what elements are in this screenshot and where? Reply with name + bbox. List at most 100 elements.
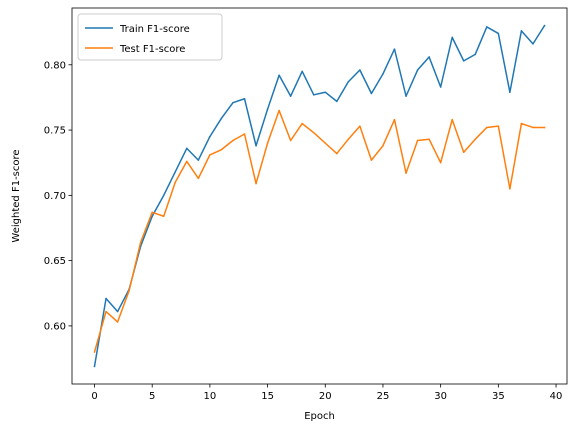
data-point-test bbox=[393, 118, 396, 121]
x-tick-label: 0 bbox=[91, 391, 97, 402]
data-point-train bbox=[543, 24, 546, 27]
axes-frame bbox=[71, 7, 568, 385]
data-point-train bbox=[486, 26, 488, 28]
data-point-train bbox=[324, 91, 327, 93]
data-point-test bbox=[243, 133, 246, 135]
data-point-test bbox=[359, 125, 361, 127]
data-point-test bbox=[520, 122, 523, 125]
data-point-test bbox=[232, 139, 234, 142]
data-point-train bbox=[336, 100, 338, 103]
data-point-test bbox=[543, 126, 546, 129]
data-point-test bbox=[266, 142, 269, 144]
data-point-test bbox=[428, 138, 430, 140]
x-tick-label: 20 bbox=[319, 391, 332, 402]
plot-area bbox=[71, 7, 568, 385]
y-tick-label: 0.75 bbox=[44, 126, 66, 137]
data-point-test bbox=[301, 122, 303, 125]
data-point-train bbox=[520, 30, 523, 32]
data-point-test bbox=[474, 138, 477, 140]
data-point-train bbox=[312, 94, 315, 96]
data-point-train bbox=[116, 310, 119, 313]
data-point-train bbox=[347, 81, 350, 83]
data-point-test bbox=[532, 126, 534, 129]
data-point-test bbox=[382, 144, 384, 147]
data-point-test bbox=[509, 188, 511, 190]
x-tick-label: 15 bbox=[261, 391, 274, 402]
legend-label-test: Test F1-score bbox=[119, 44, 185, 55]
data-point-train bbox=[439, 86, 442, 88]
data-point-test bbox=[405, 172, 407, 174]
data-point-test bbox=[336, 152, 338, 155]
data-point-test bbox=[209, 154, 211, 156]
data-point-train bbox=[232, 101, 234, 104]
legend-box bbox=[77, 13, 223, 61]
data-point-train bbox=[162, 194, 165, 197]
data-point-test bbox=[186, 160, 188, 163]
data-point-train bbox=[209, 135, 211, 138]
data-point-test bbox=[278, 109, 280, 112]
data-point-test bbox=[220, 148, 223, 151]
data-point-test bbox=[139, 241, 142, 244]
axes-background bbox=[72, 8, 567, 384]
data-point-train bbox=[197, 159, 200, 161]
data-point-train bbox=[255, 144, 257, 147]
x-tick-label: 40 bbox=[550, 391, 563, 402]
data-point-test bbox=[93, 351, 96, 353]
data-point-train bbox=[451, 36, 453, 39]
data-point-test bbox=[462, 151, 465, 154]
y-axis-label: Weighted F1-score bbox=[11, 149, 22, 242]
data-point-train bbox=[393, 48, 396, 50]
series-line-train bbox=[93, 24, 546, 368]
data-point-train bbox=[405, 95, 407, 97]
data-point-test bbox=[255, 182, 257, 185]
legend: Train F1-score Test F1-score bbox=[77, 13, 223, 61]
data-point-train bbox=[532, 43, 534, 45]
x-tick-label: 35 bbox=[492, 391, 505, 402]
data-point-train bbox=[428, 56, 430, 58]
data-point-test bbox=[497, 125, 500, 127]
data-point-train bbox=[174, 171, 177, 173]
legend-label-train: Train F1-score bbox=[119, 24, 190, 35]
x-axis-label: Epoch bbox=[304, 411, 335, 422]
data-point-test bbox=[347, 138, 350, 140]
data-point-train bbox=[289, 95, 292, 97]
x-tick-label: 5 bbox=[149, 391, 155, 402]
data-point-test bbox=[439, 161, 442, 164]
data-point-test bbox=[324, 142, 327, 144]
data-point-train bbox=[220, 117, 223, 120]
data-point-test bbox=[162, 215, 165, 217]
data-point-train bbox=[243, 97, 246, 100]
data-point-test bbox=[312, 131, 315, 134]
data-point-train bbox=[186, 147, 188, 150]
data-point-test bbox=[197, 177, 200, 180]
data-point-train bbox=[474, 53, 477, 56]
data-point-test bbox=[416, 139, 419, 142]
data-point-train bbox=[93, 365, 96, 368]
data-point-train bbox=[266, 108, 269, 110]
data-point-test bbox=[105, 310, 107, 313]
data-point-train bbox=[462, 60, 465, 62]
x-axis-ticks: 0 5 10 15 20 25 30 35 40 bbox=[91, 384, 562, 402]
data-point-train bbox=[359, 69, 361, 71]
data-point-train bbox=[509, 91, 511, 93]
data-point-test bbox=[289, 139, 292, 142]
data-point-test bbox=[486, 126, 488, 129]
series-layer bbox=[93, 24, 546, 368]
data-point-train bbox=[382, 73, 384, 75]
y-axis-ticks: 0.60 0.65 0.70 0.75 0.80 bbox=[44, 60, 72, 333]
y-tick-label: 0.80 bbox=[44, 60, 66, 71]
data-point-test bbox=[151, 211, 153, 214]
data-point-test bbox=[128, 289, 130, 292]
data-point-train bbox=[105, 297, 107, 300]
data-point-test bbox=[370, 159, 373, 161]
y-tick-label: 0.65 bbox=[44, 256, 66, 267]
data-point-train bbox=[497, 32, 500, 35]
x-tick-label: 10 bbox=[204, 391, 217, 402]
data-point-train bbox=[151, 215, 153, 217]
y-tick-label: 0.70 bbox=[44, 191, 66, 202]
series-line-test bbox=[93, 109, 546, 353]
x-tick-label: 30 bbox=[434, 391, 447, 402]
data-point-train bbox=[301, 70, 303, 73]
data-point-train bbox=[370, 92, 373, 95]
